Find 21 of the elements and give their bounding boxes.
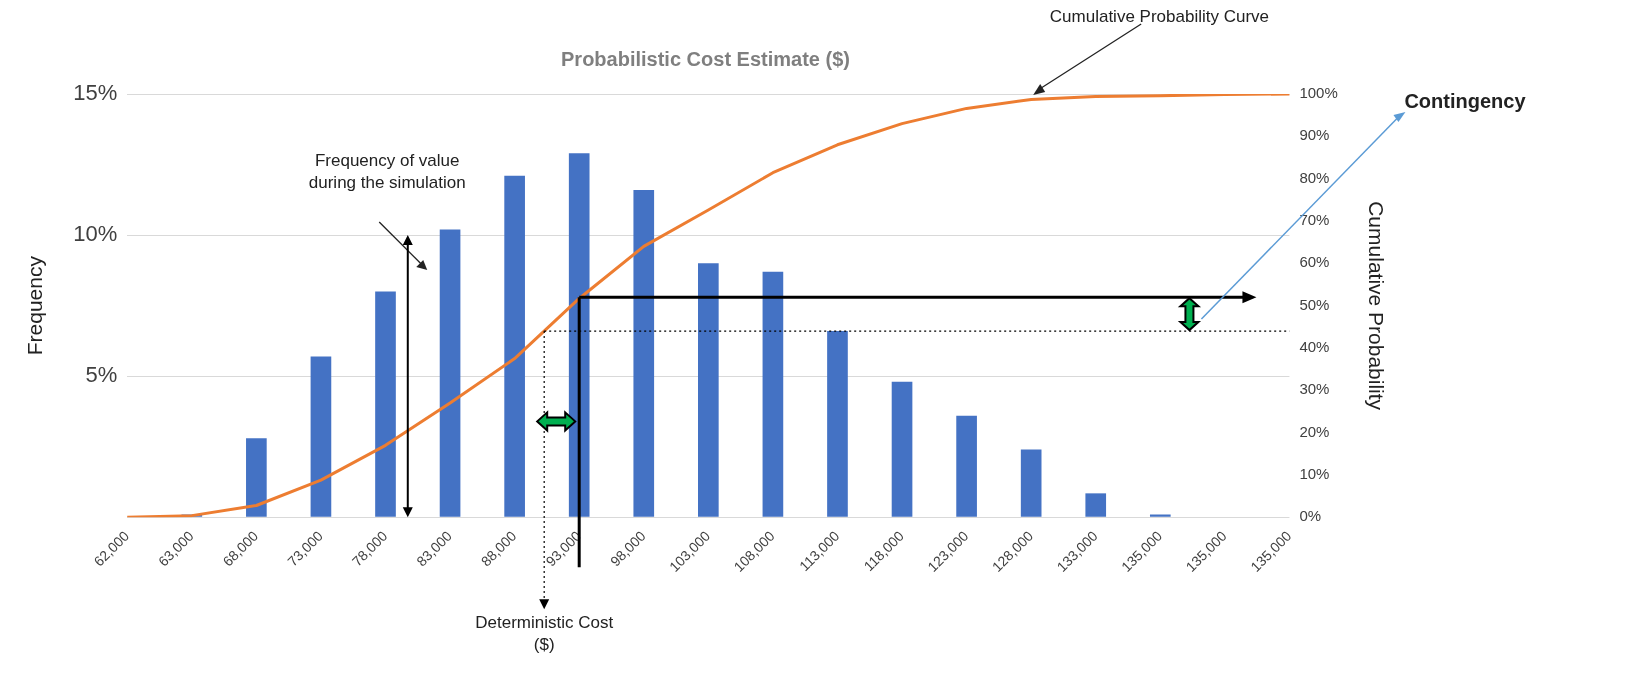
y2-tick-label: 80%: [1299, 168, 1330, 186]
y-axis-title: Frequency: [23, 255, 47, 356]
text: Cumulative Probability Curve: [1048, 6, 1270, 28]
y2-tick-label: 50%: [1299, 295, 1330, 313]
y2-axis-title: Cumulative Probability: [1364, 201, 1388, 411]
y2-tick-label: 40%: [1299, 338, 1330, 356]
y2-tick-label: 100%: [1299, 84, 1338, 102]
y-tick-label: 10%: [73, 221, 118, 247]
y2-tick-label: 30%: [1299, 380, 1330, 398]
text: Deterministic Cost ($): [474, 612, 615, 657]
y2-tick-label: 0%: [1299, 507, 1322, 525]
y2-tick-label: 10%: [1299, 465, 1330, 483]
text: Contingency: [1404, 89, 1527, 114]
y2-tick-label: 60%: [1299, 253, 1330, 271]
y2-tick-label: 70%: [1299, 211, 1330, 229]
annotation: Frequency of value during the simulation: [307, 150, 467, 195]
y2-tick-label: 20%: [1299, 422, 1330, 440]
chart-title: Probabilistic Cost Estimate ($): [561, 47, 850, 70]
y-tick-label: 15%: [73, 80, 118, 106]
y2-tick-label: 90%: [1299, 126, 1330, 144]
y-tick-label: 5%: [85, 362, 118, 388]
